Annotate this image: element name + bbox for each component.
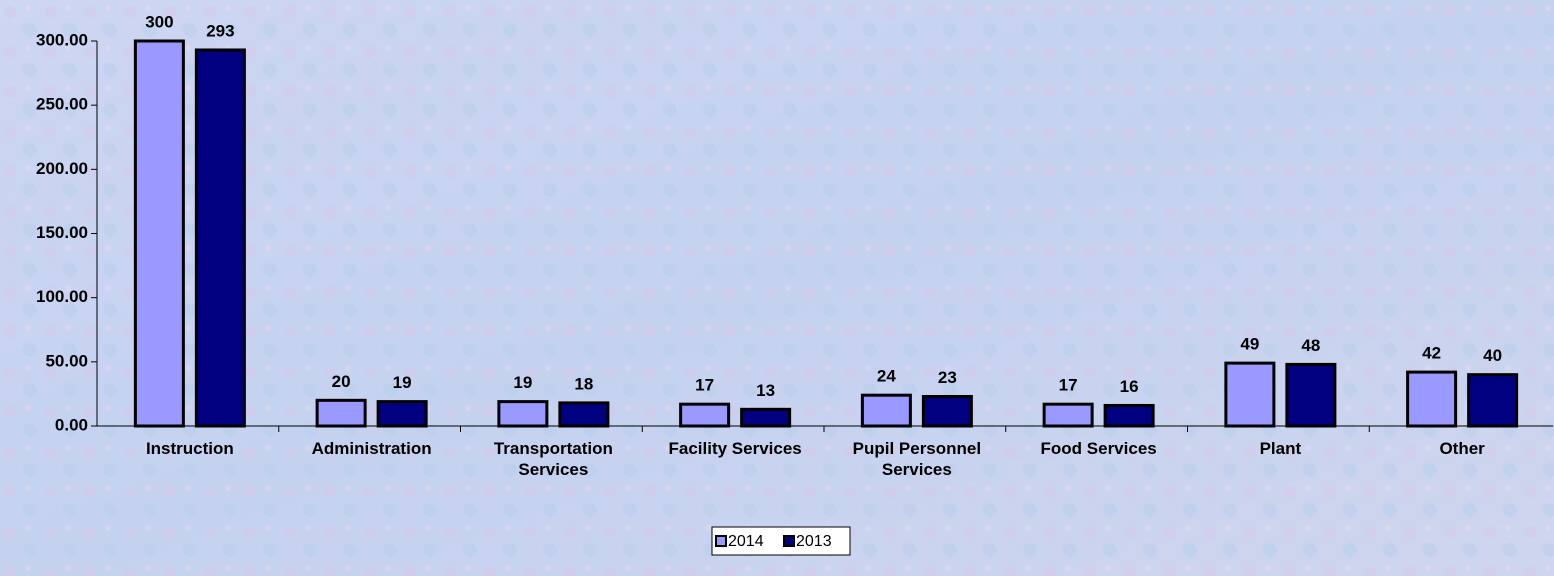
value-label: 42 bbox=[1422, 344, 1441, 363]
legend: 2014 2013 bbox=[711, 526, 851, 556]
x-tick-label-box: Transportation Services bbox=[493, 439, 613, 479]
legend-key bbox=[715, 535, 727, 547]
bar bbox=[921, 394, 973, 428]
y-tick-label: 50.00 bbox=[45, 351, 88, 370]
value-label: 40 bbox=[1483, 346, 1502, 365]
bar bbox=[740, 407, 792, 428]
value-label: 17 bbox=[1059, 376, 1078, 395]
bar bbox=[194, 48, 246, 428]
x-tick-label: Other bbox=[1439, 439, 1485, 458]
x-tick-label-box: Administration bbox=[311, 439, 432, 458]
x-tick-label: Facility Services bbox=[668, 439, 802, 458]
value-label: 13 bbox=[756, 381, 775, 400]
bar bbox=[1103, 403, 1155, 428]
x-tick-label: Food Services bbox=[1040, 439, 1157, 458]
value-label: 16 bbox=[1120, 377, 1139, 396]
x-tick-label-box: Instruction bbox=[145, 439, 234, 458]
bar bbox=[497, 400, 549, 428]
bar bbox=[860, 393, 912, 428]
legend-label: 2014 bbox=[728, 533, 764, 550]
value-label: 23 bbox=[938, 368, 957, 387]
y-tick-label: 300.00 bbox=[36, 30, 88, 49]
x-tick-label: Transportation Services bbox=[493, 439, 613, 479]
legend-key bbox=[783, 535, 795, 547]
x-tick-label: Administration bbox=[311, 439, 432, 458]
bar bbox=[558, 401, 610, 428]
bar bbox=[1406, 370, 1458, 428]
legend-label: 2013 bbox=[796, 533, 832, 550]
bar bbox=[1042, 402, 1094, 428]
x-tick-label-box: Food Services bbox=[1040, 439, 1157, 458]
value-label: 293 bbox=[206, 21, 234, 40]
bar bbox=[133, 39, 185, 428]
x-tick-label: Plant bbox=[1259, 439, 1302, 458]
y-tick-label: 100.00 bbox=[36, 287, 88, 306]
x-tick-label-box: Pupil Personnel Services bbox=[852, 439, 982, 479]
value-label: 19 bbox=[513, 373, 532, 392]
bar bbox=[315, 398, 367, 428]
bar bbox=[1285, 362, 1337, 428]
bar bbox=[1467, 373, 1519, 428]
value-label: 17 bbox=[695, 376, 714, 395]
y-tick-label: 250.00 bbox=[36, 95, 88, 114]
value-label: 49 bbox=[1240, 335, 1259, 354]
bar bbox=[376, 400, 428, 428]
x-tick-label-box: Facility Services bbox=[668, 439, 802, 458]
value-label: 300 bbox=[145, 12, 173, 31]
y-tick-label: 150.00 bbox=[36, 223, 88, 242]
legend-box bbox=[711, 526, 851, 556]
y-tick-label: 0.00 bbox=[55, 415, 88, 434]
value-label: 48 bbox=[1301, 336, 1320, 355]
x-tick-label: Instruction bbox=[145, 439, 234, 458]
value-label: 19 bbox=[393, 373, 412, 392]
value-label: 18 bbox=[574, 374, 593, 393]
x-tick-label: Pupil Personnel Services bbox=[852, 439, 982, 479]
x-tick-label-box: Plant bbox=[1259, 439, 1302, 458]
y-tick-label: 200.00 bbox=[36, 159, 88, 178]
value-label: 20 bbox=[332, 372, 351, 391]
bar bbox=[679, 402, 731, 428]
value-label: 24 bbox=[877, 367, 896, 386]
x-tick-label-box: Other bbox=[1439, 439, 1485, 458]
bar bbox=[1224, 361, 1276, 428]
